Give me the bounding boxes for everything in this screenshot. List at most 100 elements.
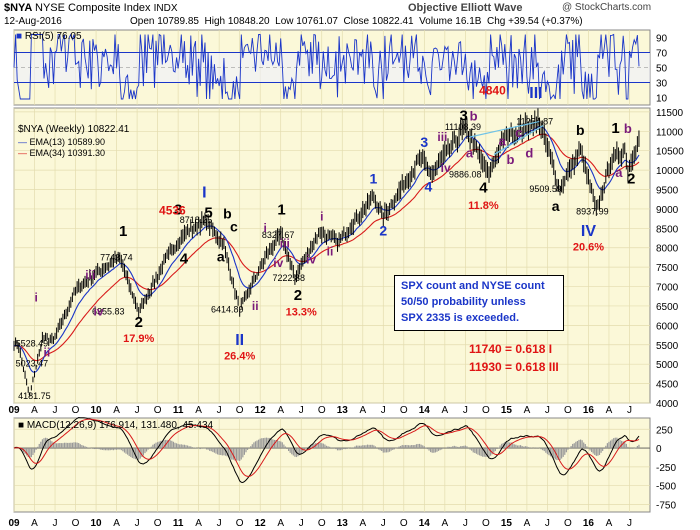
x-tick-label: 16 [583, 405, 595, 416]
price-annotation: 6414.89 [211, 304, 244, 314]
exchange: INDX [153, 3, 178, 14]
x-tick-label: J [299, 518, 304, 529]
ema34-legend: — EMA(34) 10391.30 [18, 148, 106, 158]
x-tick-label: O [482, 405, 490, 416]
note-line-1: SPX count and NYSE count [401, 280, 545, 292]
x-tick-label: J [545, 518, 550, 529]
price-tick-label: 7500 [656, 263, 679, 274]
x-tick-label: A [359, 405, 366, 416]
price-tick-label: 11000 [656, 127, 684, 138]
price-annotation: 7743.74 [100, 253, 133, 263]
x-tick-label: O [482, 518, 490, 529]
macd-panel [13, 417, 651, 513]
rsi-tick-label: 10 [656, 94, 668, 105]
high-value: High 10848.20 [204, 16, 270, 27]
x-tick-label: J [463, 405, 468, 416]
x-tick-label: O [400, 518, 408, 529]
wave-label: b [470, 108, 478, 123]
ema13-legend-text: EMA(13) 10589.90 [29, 137, 106, 147]
ema34-line [13, 133, 640, 362]
x-tick-label: A [31, 405, 38, 416]
x-tick-label: J [545, 405, 550, 416]
price-annotation: 4181.75 [18, 391, 51, 401]
x-tick-label: A [277, 405, 284, 416]
price-annotation: 11254.87 [516, 116, 553, 126]
x-tick-label: 12 [255, 518, 267, 529]
trend-line-upper [469, 120, 540, 138]
volume-value: Volume 16.1B [419, 16, 482, 27]
x-tick-label: J [135, 405, 140, 416]
price-tick-label: 6500 [656, 302, 679, 313]
wave-label: iv [273, 256, 283, 270]
wave-label: 4 [180, 250, 189, 267]
wave-label: i [263, 221, 266, 235]
wave-label: iii [85, 268, 95, 282]
macd-histogram [14, 437, 640, 462]
x-tick-label: J [381, 518, 386, 529]
x-tick-label: J [381, 405, 386, 416]
wave-label: 1 [611, 120, 619, 137]
price-annotation: 5023.47 [16, 358, 49, 368]
date-label: 12-Aug-2016 [4, 16, 62, 27]
price-annotation: 8327.67 [262, 230, 295, 240]
x-tick-label: J [299, 405, 304, 416]
x-tick-label: A [524, 405, 531, 416]
x-tick-label: A [524, 518, 531, 529]
x-tick-label: A [31, 518, 38, 529]
wave-label: 2 [379, 222, 387, 238]
note-line-3: SPX 2335 is exceeded. [401, 312, 520, 324]
wave-label: I [202, 184, 206, 201]
ohlc-line: Open 10789.85 High 10848.20 Low 10761.07… [130, 16, 583, 27]
x-tick-label: 11 [173, 405, 184, 416]
wave-label: 4536 [159, 204, 186, 218]
price-tick-label: 10500 [656, 147, 684, 158]
wave-label: ii [252, 299, 259, 313]
price-bars [13, 108, 640, 397]
wave-label: ii [327, 245, 334, 259]
x-tick-label: A [277, 518, 284, 529]
x-tick-label: O [318, 518, 326, 529]
x-tick-label: J [53, 405, 58, 416]
price-tick-label: 8500 [656, 224, 679, 235]
note-line-2: 50/50 probability unless [401, 296, 526, 308]
wave-label: i [34, 290, 37, 304]
price-annotation: 9509.59 [529, 184, 562, 194]
price-annotation: 11108.39 [445, 122, 481, 132]
macd-tick-label: 0 [656, 444, 662, 455]
price-legend-text: $NYA (Weekly) 10822.41 [18, 124, 130, 135]
x-tick-label: O [236, 518, 244, 529]
x-tick-label: O [72, 405, 80, 416]
x-tick-label: O [72, 518, 80, 529]
x-tick-label: O [236, 405, 244, 416]
note-box: SPX count and NYSE count 50/50 probabili… [394, 275, 564, 331]
wave-label: i [320, 210, 323, 224]
x-tick-label: J [463, 518, 468, 529]
wave-label: III [529, 85, 542, 102]
change-value: Chg +39.54 (+0.37%) [487, 16, 583, 27]
x-tick-label: 13 [337, 518, 349, 529]
fib-target-2: 11930 = 0.618 III [469, 360, 559, 374]
index-name: NYSE Composite Index [35, 2, 151, 14]
x-tick-label: J [217, 518, 222, 529]
watermark: Objective Elliott Wave [408, 2, 523, 14]
price-tick-label: 7000 [656, 283, 679, 294]
wave-label: c [515, 125, 522, 140]
wave-label: iv [306, 252, 316, 266]
wave-label: 1 [277, 202, 285, 219]
wave-label: ii [43, 345, 50, 359]
wave-label: 5 [204, 204, 212, 221]
wave-label: a [552, 198, 560, 214]
wave-label: 20.6% [573, 241, 604, 253]
rsi-legend: ■ RSI(5) 76.05 [16, 31, 82, 42]
macd-tick-label: -500 [656, 482, 676, 493]
x-tick-label: 15 [501, 518, 513, 529]
price-tick-label: 4000 [656, 399, 679, 410]
x-tick-label: 10 [91, 405, 103, 416]
trend-line-lower [493, 124, 544, 156]
fib-target-1: 11740 = 0.618 I [469, 342, 553, 356]
wave-label: 2 [135, 314, 143, 331]
wave-label: II [235, 332, 244, 349]
x-tick-label: O [564, 405, 572, 416]
wave-label: 17.9% [123, 333, 154, 345]
wave-label: a [615, 165, 623, 180]
